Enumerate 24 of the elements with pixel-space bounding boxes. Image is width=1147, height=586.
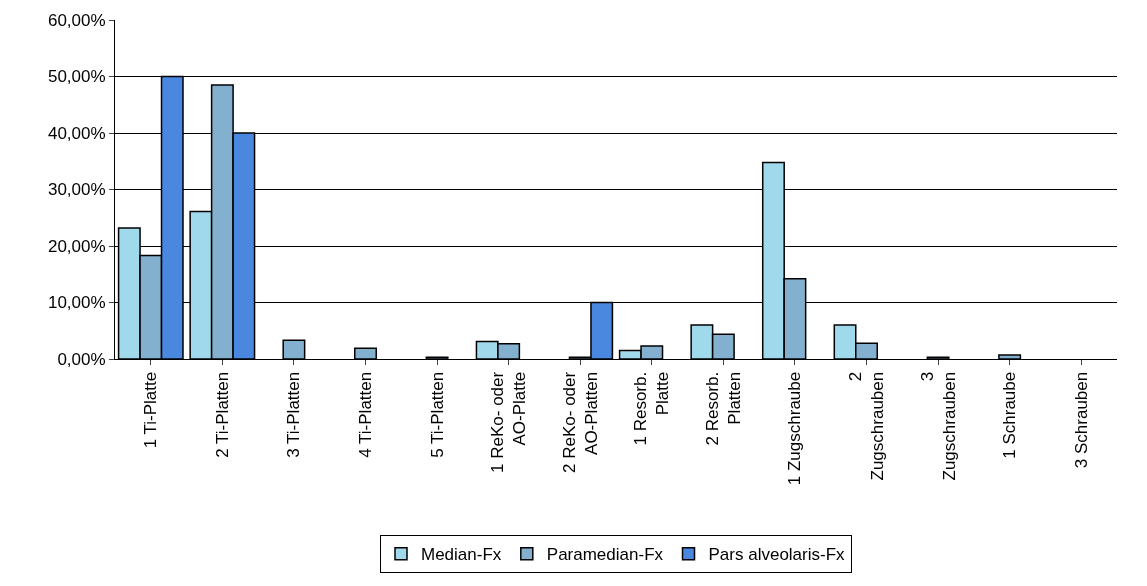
x-tick-label: 1 Ti-Platte <box>141 371 161 449</box>
x-tick-label: 2 Ti-Platten <box>212 371 232 458</box>
y-tick-label: 60,00% <box>47 10 106 30</box>
x-tick-label: 1 Schraube <box>1000 371 1020 459</box>
y-tick-label: 10,00% <box>47 293 106 313</box>
y-tick-label: 50,00% <box>47 67 106 87</box>
y-tick-label: 20,00% <box>47 236 106 256</box>
x-tick-label: 2 Resorb. Platten <box>702 371 744 446</box>
x-tick-label: 3 Schrauben <box>1071 371 1091 469</box>
legend-label: Median-Fx <box>421 545 502 565</box>
y-tick-label: 40,00% <box>47 123 106 143</box>
x-tick-label: 1 ReKo- oder AO-Platte <box>488 371 530 473</box>
x-tick-label: 4 Ti-Platten <box>356 371 376 458</box>
x-tick-label: 1 Resorb. Platte <box>631 371 673 446</box>
x-tick-label: 3 Zugschrauben <box>917 371 959 481</box>
legend-label: Pars alveolaris-Fx <box>708 545 846 565</box>
x-tick-label: 2 ReKo- oder AO-Platten <box>559 371 601 473</box>
x-tick-label: 1 Zugschraube <box>785 371 805 486</box>
x-tick-label: 2 Zugschrauben <box>845 371 888 481</box>
x-tick-label: 3 Ti-Platten <box>284 371 304 458</box>
y-tick-label: 0,00% <box>57 349 106 369</box>
x-tick-label: 5 Ti-Platten <box>427 371 447 458</box>
y-tick-label: 30,00% <box>47 180 106 200</box>
legend-label: Paramedian-Fx <box>546 545 664 565</box>
